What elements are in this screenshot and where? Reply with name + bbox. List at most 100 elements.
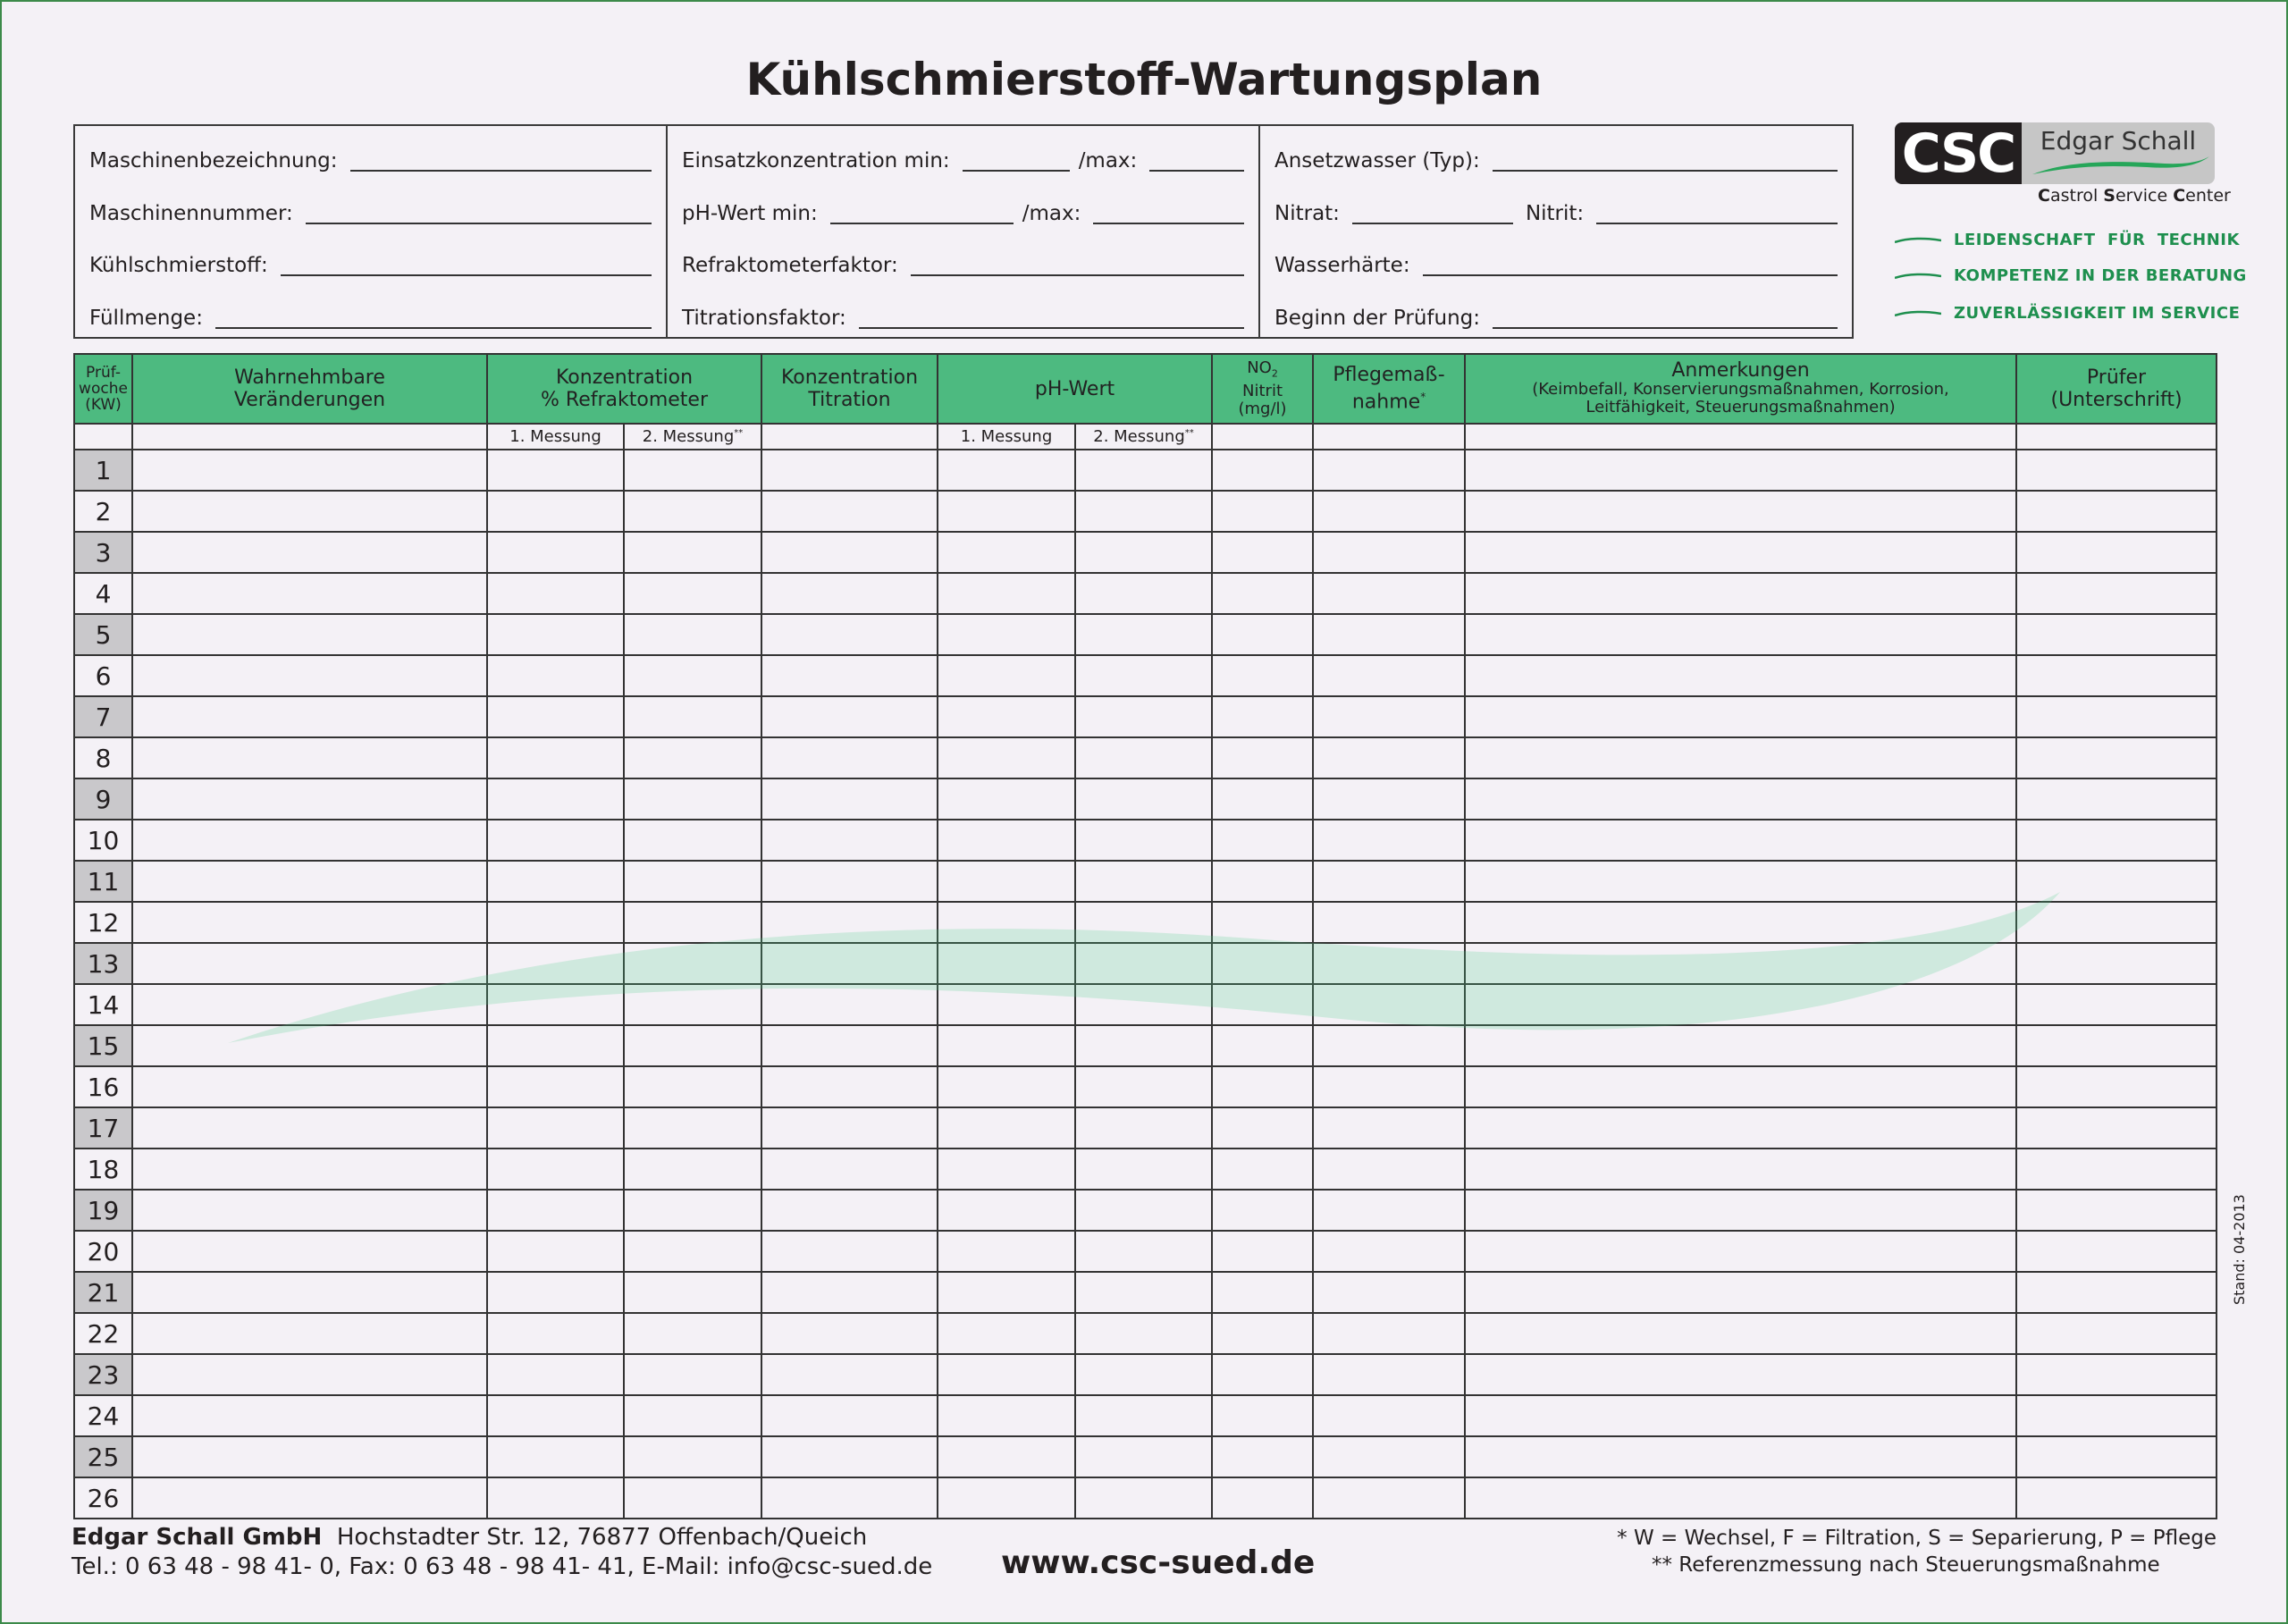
entry-cell[interactable] [1464, 1148, 2018, 1191]
entry-cell[interactable] [937, 901, 1076, 944]
entry-cell[interactable] [1211, 1107, 1315, 1149]
entry-cell[interactable] [761, 778, 938, 820]
entry-cell[interactable] [1464, 901, 2018, 944]
entry-cell[interactable] [1073, 860, 1214, 903]
entry-cell[interactable] [1211, 1230, 1315, 1273]
field-beginn-pruefung[interactable]: Beginn der Prüfung: [1274, 292, 1838, 345]
entry-cell[interactable] [486, 1394, 625, 1437]
entry-cell[interactable] [1211, 1353, 1315, 1396]
entry-cell[interactable] [761, 942, 938, 985]
field-titrationsfaktor[interactable]: Titrationsfaktor: [682, 292, 1244, 345]
entry-cell[interactable] [937, 1394, 1076, 1437]
entry-cell[interactable] [1312, 654, 1467, 697]
entry-cell[interactable] [1073, 531, 1214, 574]
entry-cell[interactable] [1211, 942, 1315, 985]
entry-cell[interactable] [486, 1024, 625, 1067]
entry-cell[interactable] [486, 531, 625, 574]
entry-cell[interactable] [486, 736, 625, 779]
entry-cell[interactable] [1073, 1312, 1214, 1355]
entry-cell[interactable] [2015, 613, 2218, 656]
entry-cell[interactable] [1464, 1477, 2018, 1519]
entry-cell[interactable] [1464, 449, 2018, 492]
entry-cell[interactable] [623, 1353, 762, 1396]
entry-cell[interactable] [623, 1107, 762, 1149]
entry-cell[interactable] [1312, 695, 1467, 738]
entry-cell[interactable] [486, 1353, 625, 1396]
entry-cell[interactable] [486, 490, 625, 533]
entry-cell[interactable] [486, 613, 625, 656]
entry-cell[interactable] [1312, 1394, 1467, 1437]
entry-cell[interactable] [1073, 1271, 1214, 1314]
entry-cell[interactable] [937, 1435, 1076, 1478]
nitrat-input-line[interactable] [1351, 203, 1513, 224]
entry-cell[interactable] [2015, 1394, 2218, 1437]
entry-cell[interactable] [1464, 1230, 2018, 1273]
entry-cell[interactable] [2015, 1435, 2218, 1478]
entry-cell[interactable] [623, 1024, 762, 1067]
entry-cell[interactable] [1312, 1065, 1467, 1108]
entry-cell[interactable] [131, 531, 488, 574]
entry-cell[interactable] [1073, 1353, 1214, 1396]
entry-cell[interactable] [937, 1148, 1076, 1191]
entry-cell[interactable] [761, 1353, 938, 1396]
entry-cell[interactable] [937, 860, 1076, 903]
entry-cell[interactable] [623, 1271, 762, 1314]
entry-cell[interactable] [1211, 449, 1315, 492]
entry-cell[interactable] [131, 1312, 488, 1355]
min-input-line[interactable] [829, 203, 1014, 224]
entry-cell[interactable] [1464, 572, 2018, 615]
entry-cell[interactable] [623, 1435, 762, 1478]
entry-cell[interactable] [1464, 613, 2018, 656]
entry-cell[interactable] [1312, 1148, 1467, 1191]
entry-cell[interactable] [486, 819, 625, 862]
entry-cell[interactable] [623, 490, 762, 533]
entry-cell[interactable] [1464, 654, 2018, 697]
entry-cell[interactable] [2015, 1107, 2218, 1149]
entry-cell[interactable] [1073, 695, 1214, 738]
entry-cell[interactable] [1312, 1477, 1467, 1519]
entry-cell[interactable] [486, 1271, 625, 1314]
entry-cell[interactable] [131, 901, 488, 944]
entry-cell[interactable] [2015, 819, 2218, 862]
entry-cell[interactable] [937, 1353, 1076, 1396]
entry-cell[interactable] [1464, 695, 2018, 738]
entry-cell[interactable] [1211, 1394, 1315, 1437]
entry-cell[interactable] [1073, 1148, 1214, 1191]
entry-cell[interactable] [1211, 654, 1315, 697]
entry-cell[interactable] [486, 1065, 625, 1108]
entry-cell[interactable] [761, 860, 938, 903]
entry-cell[interactable] [623, 449, 762, 492]
entry-cell[interactable] [1073, 1065, 1214, 1108]
entry-cell[interactable] [623, 1189, 762, 1232]
entry-cell[interactable] [2015, 1189, 2218, 1232]
entry-cell[interactable] [1073, 1230, 1214, 1273]
entry-cell[interactable] [623, 1312, 762, 1355]
entry-cell[interactable] [486, 1477, 625, 1519]
field-nitrat-nitrit[interactable]: Nitrat: Nitrit: [1274, 188, 1838, 240]
entry-cell[interactable] [761, 531, 938, 574]
entry-cell[interactable] [1073, 736, 1214, 779]
entry-cell[interactable] [1464, 1065, 2018, 1108]
entry-cell[interactable] [937, 778, 1076, 820]
entry-cell[interactable] [937, 736, 1076, 779]
field-wasserhaerte[interactable]: Wasserhärte: [1274, 240, 1838, 292]
entry-cell[interactable] [486, 1230, 625, 1273]
entry-cell[interactable] [1211, 1065, 1315, 1108]
entry-cell[interactable] [1312, 778, 1467, 820]
entry-cell[interactable] [623, 695, 762, 738]
entry-cell[interactable] [2015, 531, 2218, 574]
entry-cell[interactable] [131, 1435, 488, 1478]
entry-cell[interactable] [486, 942, 625, 985]
entry-cell[interactable] [761, 1394, 938, 1437]
entry-cell[interactable] [761, 736, 938, 779]
entry-cell[interactable] [1211, 1148, 1315, 1191]
entry-cell[interactable] [761, 1477, 938, 1519]
input-line[interactable] [1422, 255, 1838, 277]
entry-cell[interactable] [761, 1435, 938, 1478]
entry-cell[interactable] [761, 1148, 938, 1191]
entry-cell[interactable] [486, 860, 625, 903]
entry-cell[interactable] [2015, 1024, 2218, 1067]
entry-cell[interactable] [486, 778, 625, 820]
entry-cell[interactable] [131, 695, 488, 738]
entry-cell[interactable] [486, 901, 625, 944]
